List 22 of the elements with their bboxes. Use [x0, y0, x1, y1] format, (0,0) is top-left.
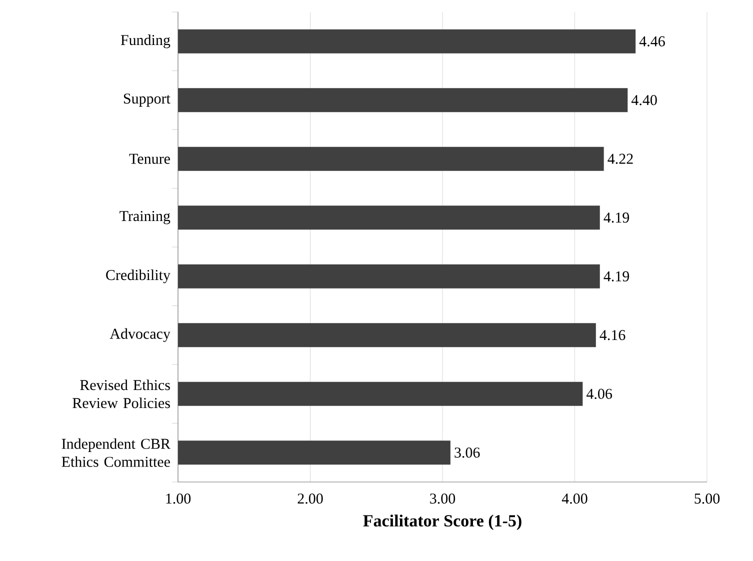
data-label: 3.06 — [454, 448, 480, 458]
x-tick-label: 5.00 — [694, 494, 720, 504]
y-tick-label: Revised Ethics Review Policies — [72, 380, 170, 408]
y-tick-label: Support — [124, 94, 170, 107]
x-axis-title: Facilitator Score (1-5) — [363, 514, 522, 530]
y-tick-label: Tenure — [129, 154, 170, 164]
data-label: 4.22 — [608, 154, 633, 164]
y-tick-label: Independent CBR Ethics Committee — [62, 438, 170, 467]
data-label: 4.16 — [600, 330, 626, 340]
y-tick-label: Credibility — [106, 270, 170, 284]
y-tick-label: Advocacy — [110, 328, 170, 342]
y-tick-label: Funding — [120, 34, 170, 48]
x-tick-label: 3.00 — [430, 494, 456, 504]
data-label: 4.46 — [639, 36, 665, 46]
x-tick-label: 1.00 — [166, 494, 191, 504]
data-label: 4.40 — [631, 95, 657, 106]
x-tick-label: 2.00 — [298, 494, 323, 504]
data-label: 4.19 — [604, 271, 630, 282]
x-tick-label: 4.00 — [562, 494, 588, 504]
data-label: 4.06 — [586, 388, 612, 399]
data-label: 4.19 — [604, 212, 630, 223]
y-tick-label: Training — [120, 211, 170, 224]
